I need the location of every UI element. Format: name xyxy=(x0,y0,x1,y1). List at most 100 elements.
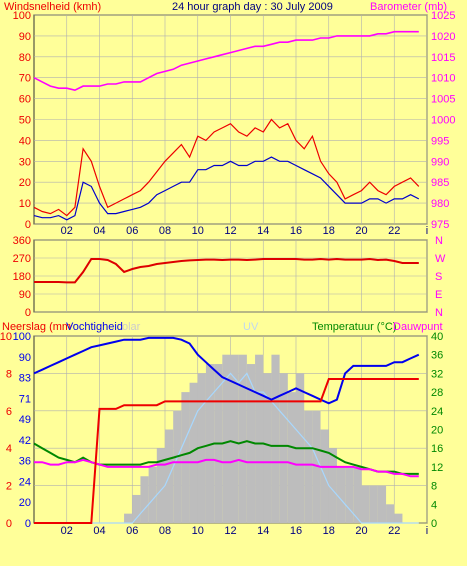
solar-bar xyxy=(173,410,182,523)
temperature-tick-label: 20 xyxy=(431,425,443,437)
solar-bar xyxy=(132,494,141,523)
x-tick-label: 12 xyxy=(224,525,236,537)
humidity-tick-label: 42 xyxy=(19,435,31,447)
solar-bar xyxy=(271,354,280,523)
series-line-windsnelheid xyxy=(33,118,420,217)
solar-bar xyxy=(304,410,313,523)
y2-tick-label: 1005 xyxy=(431,94,455,106)
y-tick-label: 90 xyxy=(19,289,31,301)
x-tick-label: 10 xyxy=(192,225,204,237)
solar-bar xyxy=(156,448,165,523)
y2-tick-label: 1025 xyxy=(431,10,455,22)
rain-tick-label: 6 xyxy=(6,406,12,418)
y2-tick-label: 1020 xyxy=(431,31,455,43)
x-tick-label: 16 xyxy=(290,525,302,537)
x-tick-label: 12 xyxy=(224,225,236,237)
temperature-tick-label: 8 xyxy=(431,481,437,493)
x-tick-label: 22 xyxy=(388,225,400,237)
humidity-axis-title: Vochtigheid xyxy=(66,321,123,333)
x-tick-label: 20 xyxy=(355,525,367,537)
y-tick-label: 80 xyxy=(19,52,31,64)
x-tick-label: 02 xyxy=(61,525,73,537)
x-tick-label: 18 xyxy=(323,525,335,537)
solar-bar xyxy=(328,448,337,523)
y-tick-label: 360 xyxy=(13,235,31,247)
humidity-tick-label: 71 xyxy=(19,393,31,405)
x-tick-label: 10 xyxy=(192,525,204,537)
humidity-tick-label: 0 xyxy=(25,518,31,530)
rain-tick-label: 8 xyxy=(6,368,12,380)
rain-tick-label: 4 xyxy=(6,443,12,455)
x-tick-label: 16 xyxy=(290,225,302,237)
rain-tick-label: 2 xyxy=(6,481,12,493)
solar-bar xyxy=(394,513,403,523)
solar-bar xyxy=(336,466,346,523)
temperature-tick-label: 12 xyxy=(431,462,443,474)
series-line-vochtigheid xyxy=(33,336,420,405)
direction-letter: N xyxy=(435,307,443,319)
chart-marks xyxy=(33,30,420,524)
humidity-tick-label: 49 xyxy=(19,414,31,426)
y-tick-label: 60 xyxy=(19,94,31,106)
solar-bar xyxy=(148,466,157,523)
y-tick-label: 70 xyxy=(19,73,31,85)
x-tick-label: 06 xyxy=(126,225,138,237)
y2-tick-label: 985 xyxy=(431,177,449,189)
rain-tick-label: 10 xyxy=(0,331,12,343)
rain-axis-title: Neerslag (mm xyxy=(2,321,71,333)
solar-bar xyxy=(361,485,370,523)
rain-tick-label: 0 xyxy=(6,518,12,530)
temperature-tick-label: 16 xyxy=(431,443,443,455)
temperature-tick-label: 40 xyxy=(431,331,443,343)
solar-bar xyxy=(386,504,395,523)
y2-tick-label: 1015 xyxy=(431,52,455,64)
solar-bar xyxy=(255,354,264,523)
direction-letter: E xyxy=(435,289,442,301)
barometer-axis-title: Barometer (mb) xyxy=(370,1,447,13)
solar-bar xyxy=(377,485,387,523)
y-tick-label: 270 xyxy=(13,253,31,265)
temperature-tick-label: 4 xyxy=(431,499,437,511)
solar-bar xyxy=(287,392,296,523)
direction-letter: S xyxy=(435,271,442,283)
temperature-tick-label: 36 xyxy=(431,350,443,362)
solar-bar xyxy=(140,476,149,523)
solar-bar xyxy=(353,466,362,523)
y-tick-label: 100 xyxy=(13,10,31,22)
y2-tick-label: 1010 xyxy=(431,73,455,85)
x-tick-label: i xyxy=(426,525,428,537)
solar-bar xyxy=(345,466,354,523)
solar-bar xyxy=(369,485,378,523)
wind-axis-title: Windsnelheid (kmh) xyxy=(4,1,101,13)
direction-letter: W xyxy=(435,253,446,265)
temperature-tick-label: 0 xyxy=(431,518,437,530)
x-tick-label: 08 xyxy=(159,525,171,537)
y2-tick-label: 990 xyxy=(431,156,449,168)
x-tick-label: 20 xyxy=(355,225,367,237)
solar-bar xyxy=(238,354,247,523)
temperature-tick-label: 32 xyxy=(431,368,443,380)
temperature-tick-label: 28 xyxy=(431,387,443,399)
humidity-tick-label: 20 xyxy=(19,497,31,509)
series-line-neerslag xyxy=(34,378,419,524)
solar-bar xyxy=(197,373,206,523)
solar-bar xyxy=(189,382,198,523)
tick-labels: 0202040406060808101012121414161618182020… xyxy=(0,10,455,537)
series-line-gemiddeld xyxy=(33,156,420,221)
solar-bar xyxy=(263,373,272,523)
dewpoint-axis-title: Dauwpunt xyxy=(393,321,443,333)
x-tick-label: 04 xyxy=(93,525,105,537)
x-tick-label: 06 xyxy=(126,525,138,537)
x-tick-label: 18 xyxy=(323,225,335,237)
y2-tick-label: 995 xyxy=(431,135,449,147)
solar-bar xyxy=(222,354,231,523)
humidity-tick-label: 90 xyxy=(19,352,31,364)
x-tick-label: 04 xyxy=(93,225,105,237)
humidity-tick-label: 36 xyxy=(19,456,31,468)
y2-tick-label: 975 xyxy=(431,219,449,231)
y-tick-label: 40 xyxy=(19,135,31,147)
direction-letter: N xyxy=(435,235,443,247)
solar-bar xyxy=(124,513,133,523)
humidity-tick-label: 100 xyxy=(13,331,31,343)
